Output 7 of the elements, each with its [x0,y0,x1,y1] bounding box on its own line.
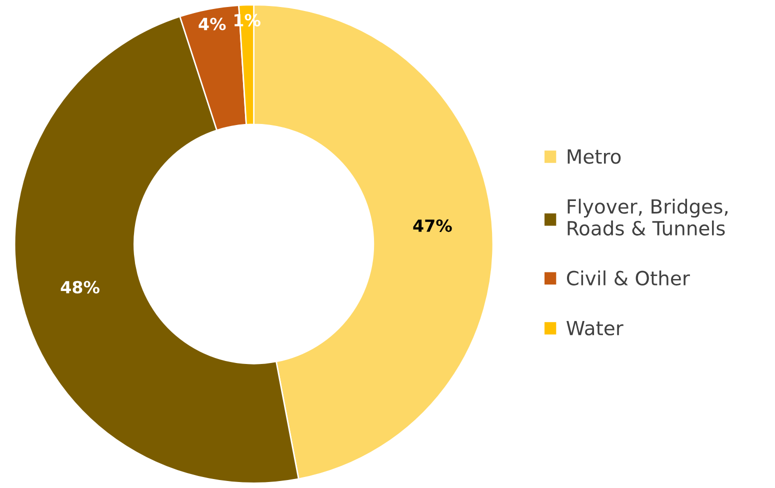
legend-label: Flyover, Bridges, Roads & Tunnels [568,198,728,236]
data-label: 48% [60,280,100,294]
legend-label: Civil & Other [566,270,690,286]
data-label: 47% [413,219,452,232]
legend-label: Metro [568,149,621,164]
legend-label: Water [566,320,624,336]
data-label: 4% [198,18,226,30]
